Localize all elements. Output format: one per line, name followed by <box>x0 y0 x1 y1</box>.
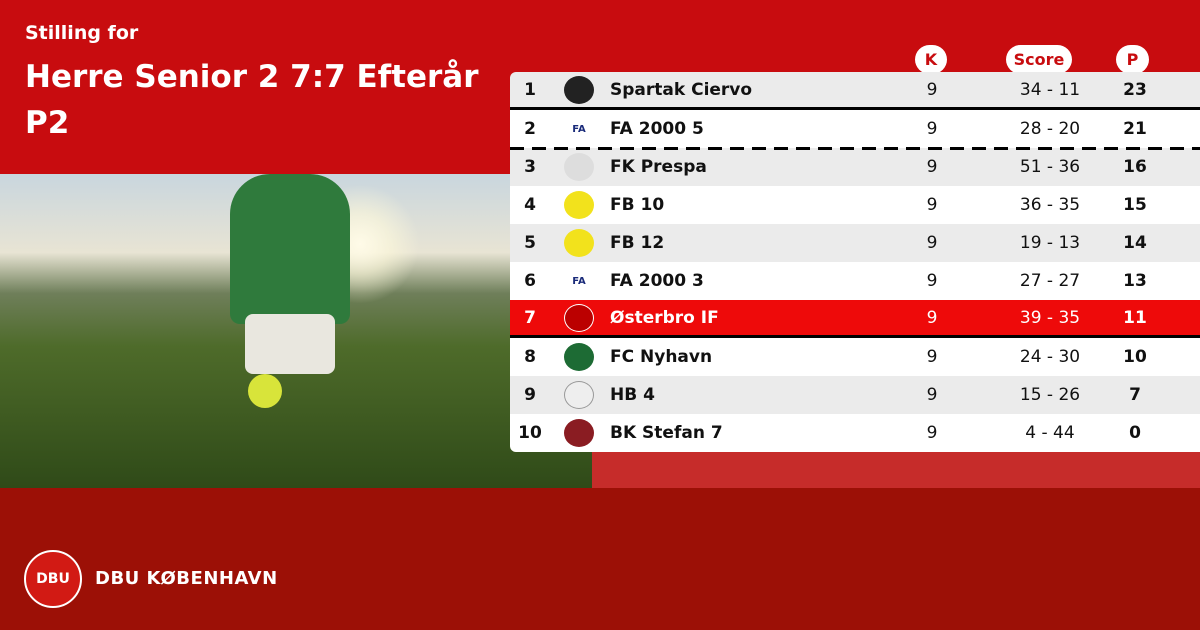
table-row: 2 FA FA 2000 5 9 28 - 20 21 <box>510 110 1200 150</box>
osterbro-logo-icon <box>564 303 594 332</box>
table-row: 6 FA FA 2000 3 9 27 - 27 13 <box>510 262 1200 300</box>
matches-played: 9 <box>926 195 938 215</box>
position: 10 <box>518 423 542 443</box>
position: 6 <box>524 271 536 291</box>
matches-played: 9 <box>926 233 938 253</box>
table-row: 9 HB 4 9 15 - 26 7 <box>510 376 1200 414</box>
team-name: FA 2000 5 <box>610 119 704 139</box>
table-row: 3 FK Prespa 9 51 - 36 16 <box>510 148 1200 186</box>
points: 13 <box>1123 271 1147 291</box>
matches-played: 9 <box>926 307 938 328</box>
points: 15 <box>1123 195 1147 215</box>
fa-logo-icon: FA <box>564 115 594 143</box>
goal-score: 27 - 27 <box>1019 271 1081 291</box>
team-name: FB 12 <box>610 233 665 253</box>
matches-played: 9 <box>926 271 938 291</box>
team-name: HB 4 <box>610 385 655 405</box>
goal-score: 24 - 30 <box>1019 347 1081 367</box>
points: 14 <box>1123 233 1147 253</box>
decorative-pattern <box>592 452 1200 488</box>
goal-score: 36 - 35 <box>1019 195 1081 215</box>
position: 5 <box>524 233 536 253</box>
team-name: FA 2000 3 <box>610 271 704 291</box>
points: 7 <box>1129 385 1141 405</box>
team-name: FK Prespa <box>610 157 707 177</box>
team-name: Østerbro IF <box>610 307 719 328</box>
table-row: 10 BK Stefan 7 9 4 - 44 0 <box>510 414 1200 452</box>
crest-icon <box>564 153 594 181</box>
team-name: FC Nyhavn <box>610 347 713 367</box>
position: 9 <box>524 385 536 405</box>
column-header-k: K <box>915 45 947 74</box>
table-row: 7 Østerbro IF 9 39 - 35 11 <box>510 300 1200 338</box>
position: 2 <box>524 119 536 139</box>
team-name: Spartak Ciervo <box>610 79 753 100</box>
player-shirt <box>230 174 350 324</box>
matches-played: 9 <box>926 347 938 367</box>
standings-table: 1 Spartak Ciervo 9 34 - 11 23 2 FA FA 20… <box>510 72 1200 452</box>
points: 23 <box>1123 79 1147 100</box>
football-photo <box>0 174 592 488</box>
points: 16 <box>1123 157 1147 177</box>
matches-played: 9 <box>926 79 938 100</box>
page-title: Herre Senior 2 7:7 Efterår P2 <box>25 59 479 141</box>
maroon-crest-icon <box>564 419 594 447</box>
goal-score: 39 - 35 <box>1019 307 1081 328</box>
goal-score: 34 - 11 <box>1019 79 1081 100</box>
column-header-p: P <box>1116 45 1149 74</box>
points: 11 <box>1123 307 1147 328</box>
column-header-score: Score <box>1006 45 1072 74</box>
matches-played: 9 <box>926 423 938 443</box>
table-row: 1 Spartak Ciervo 9 34 - 11 23 <box>510 72 1200 110</box>
matches-played: 9 <box>926 385 938 405</box>
goal-score: 4 - 44 <box>1025 423 1075 443</box>
fa-logo-icon: FA <box>564 267 594 295</box>
green-crest-icon <box>564 343 594 371</box>
team-name: BK Stefan 7 <box>610 423 723 443</box>
dbu-logo: DBU <box>24 550 82 608</box>
matches-played: 9 <box>926 157 938 177</box>
position: 3 <box>524 157 536 177</box>
table-row: 8 FC Nyhavn 9 24 - 30 10 <box>510 338 1200 376</box>
team-name: FB 10 <box>610 195 665 215</box>
player-shorts <box>245 314 335 374</box>
fb-yellow-logo-icon <box>564 191 594 219</box>
brand-name: DBU KØBENHAVN <box>95 568 278 589</box>
position: 7 <box>524 307 536 328</box>
points: 0 <box>1129 423 1141 443</box>
table-row: 4 FB 10 9 36 - 35 15 <box>510 186 1200 224</box>
points: 21 <box>1123 119 1147 139</box>
page-subtitle: Stilling for <box>25 22 139 44</box>
goal-score: 19 - 13 <box>1019 233 1081 253</box>
position: 4 <box>524 195 536 215</box>
football <box>248 374 282 408</box>
hb-logo-icon <box>564 381 594 409</box>
deer-shield-icon <box>564 75 594 104</box>
promotion-line <box>510 147 1200 150</box>
goal-score: 28 - 20 <box>1019 119 1081 139</box>
points: 10 <box>1123 347 1147 367</box>
position: 1 <box>524 79 536 100</box>
matches-played: 9 <box>926 119 938 139</box>
position: 8 <box>524 347 536 367</box>
fb-yellow-logo-icon <box>564 229 594 257</box>
footer-background <box>0 488 1200 630</box>
goal-score: 15 - 26 <box>1019 385 1081 405</box>
table-row: 5 FB 12 9 19 - 13 14 <box>510 224 1200 262</box>
goal-score: 51 - 36 <box>1019 157 1081 177</box>
